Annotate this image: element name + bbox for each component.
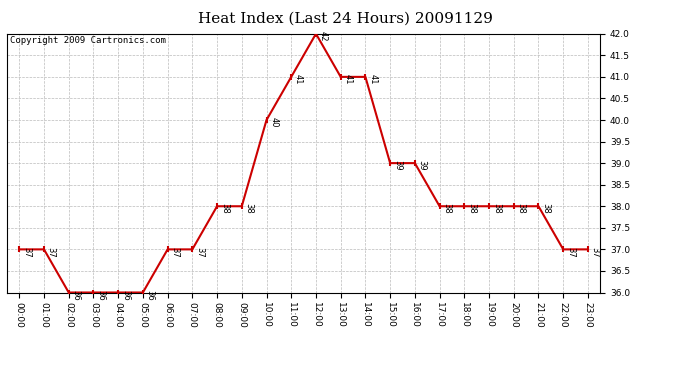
Text: 36: 36	[121, 290, 130, 300]
Text: 38: 38	[517, 204, 526, 214]
Text: Copyright 2009 Cartronics.com: Copyright 2009 Cartronics.com	[10, 36, 166, 45]
Text: 38: 38	[492, 204, 501, 214]
Text: 40: 40	[269, 117, 278, 128]
Text: 39: 39	[393, 160, 402, 171]
Text: 39: 39	[417, 160, 426, 171]
Text: 42: 42	[319, 31, 328, 42]
Text: 41: 41	[344, 74, 353, 85]
Text: 37: 37	[22, 247, 31, 257]
Text: 37: 37	[566, 247, 575, 257]
Text: 37: 37	[170, 247, 179, 257]
Text: 37: 37	[195, 247, 204, 257]
Text: 36: 36	[146, 290, 155, 300]
Text: 38: 38	[442, 204, 451, 214]
Text: 38: 38	[220, 204, 229, 214]
Text: 38: 38	[467, 204, 476, 214]
Text: 37: 37	[47, 247, 56, 257]
Text: Heat Index (Last 24 Hours) 20091129: Heat Index (Last 24 Hours) 20091129	[197, 11, 493, 25]
Text: 36: 36	[72, 290, 81, 300]
Text: 38: 38	[541, 204, 550, 214]
Text: 41: 41	[368, 74, 377, 85]
Text: 38: 38	[244, 204, 253, 214]
Text: 37: 37	[591, 247, 600, 257]
Text: 41: 41	[294, 74, 303, 85]
Text: 36: 36	[96, 290, 105, 300]
